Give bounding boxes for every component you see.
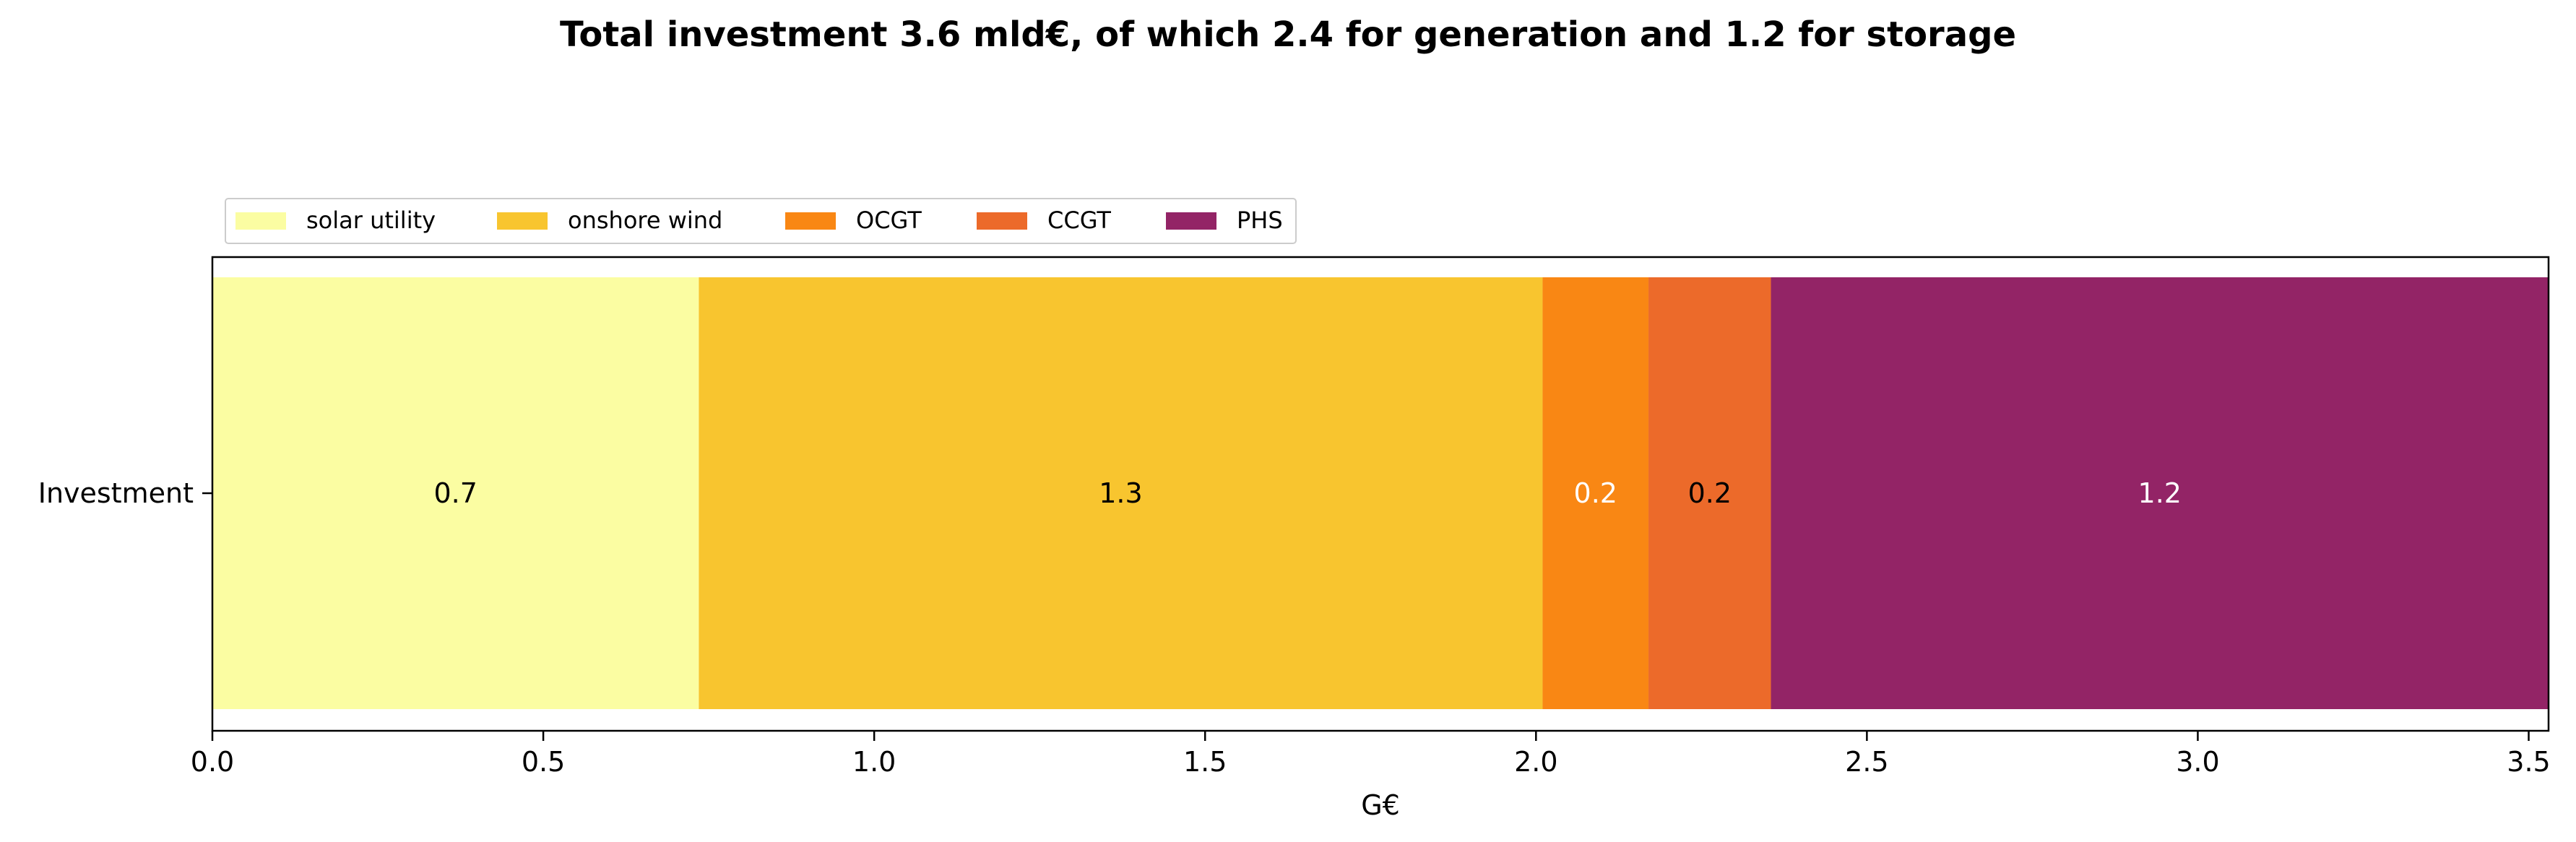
y-axis: Investment [38, 477, 212, 509]
legend-swatch [785, 212, 836, 230]
bar-value-label: 0.2 [1574, 477, 1617, 509]
x-tick-label: 0.0 [191, 746, 234, 778]
legend-label: PHS [1237, 207, 1283, 234]
legend-label: solar utility [306, 207, 436, 234]
legend: solar utility onshore wind OCGT CCGT PHS [225, 198, 1297, 244]
legend-swatch [235, 212, 286, 230]
legend-label: CCGT [1047, 207, 1111, 234]
legend-label: OCGT [856, 207, 922, 234]
bar-value-label: 1.2 [2138, 477, 2182, 509]
legend-swatch [1166, 212, 1216, 230]
bar-segment-onshore-wind [699, 277, 1543, 709]
legend-label: onshore wind [568, 207, 722, 234]
bar-value-label: 0.2 [1688, 477, 1732, 509]
x-tick-label: 3.0 [2176, 746, 2219, 778]
bar-value-label: 0.7 [433, 477, 477, 509]
x-tick-label: 2.5 [1845, 746, 1888, 778]
bar-segment-solar-utility [212, 277, 699, 709]
legend-swatch [497, 212, 548, 230]
x-tick-label: 0.5 [522, 746, 565, 778]
legend-swatch [977, 212, 1027, 230]
x-tick-label: 2.0 [1514, 746, 1557, 778]
bar-segment-ccgt [1648, 277, 1771, 709]
chart-title: Total investment 3.6 mld€, of which 2.4 … [560, 14, 2016, 55]
y-tick-label: Investment [38, 477, 194, 509]
bar-value-labels: 0.7 1.3 0.2 0.2 1.2 [433, 477, 2182, 509]
x-tick-label: 3.5 [2507, 746, 2550, 778]
bar-segments [212, 277, 2549, 709]
x-axis-label: G€ [1361, 789, 1400, 821]
bar-segment-ocgt [1542, 277, 1649, 709]
x-axis: 0.0 0.5 1.0 1.5 2.0 2.5 3.0 3.5 [191, 731, 2551, 778]
x-tick-label: 1.5 [1183, 746, 1227, 778]
x-tick-label: 1.0 [852, 746, 896, 778]
bar-value-label: 1.3 [1099, 477, 1142, 509]
legend-frame [225, 198, 1297, 244]
bar-segment-phs [1771, 277, 2549, 709]
